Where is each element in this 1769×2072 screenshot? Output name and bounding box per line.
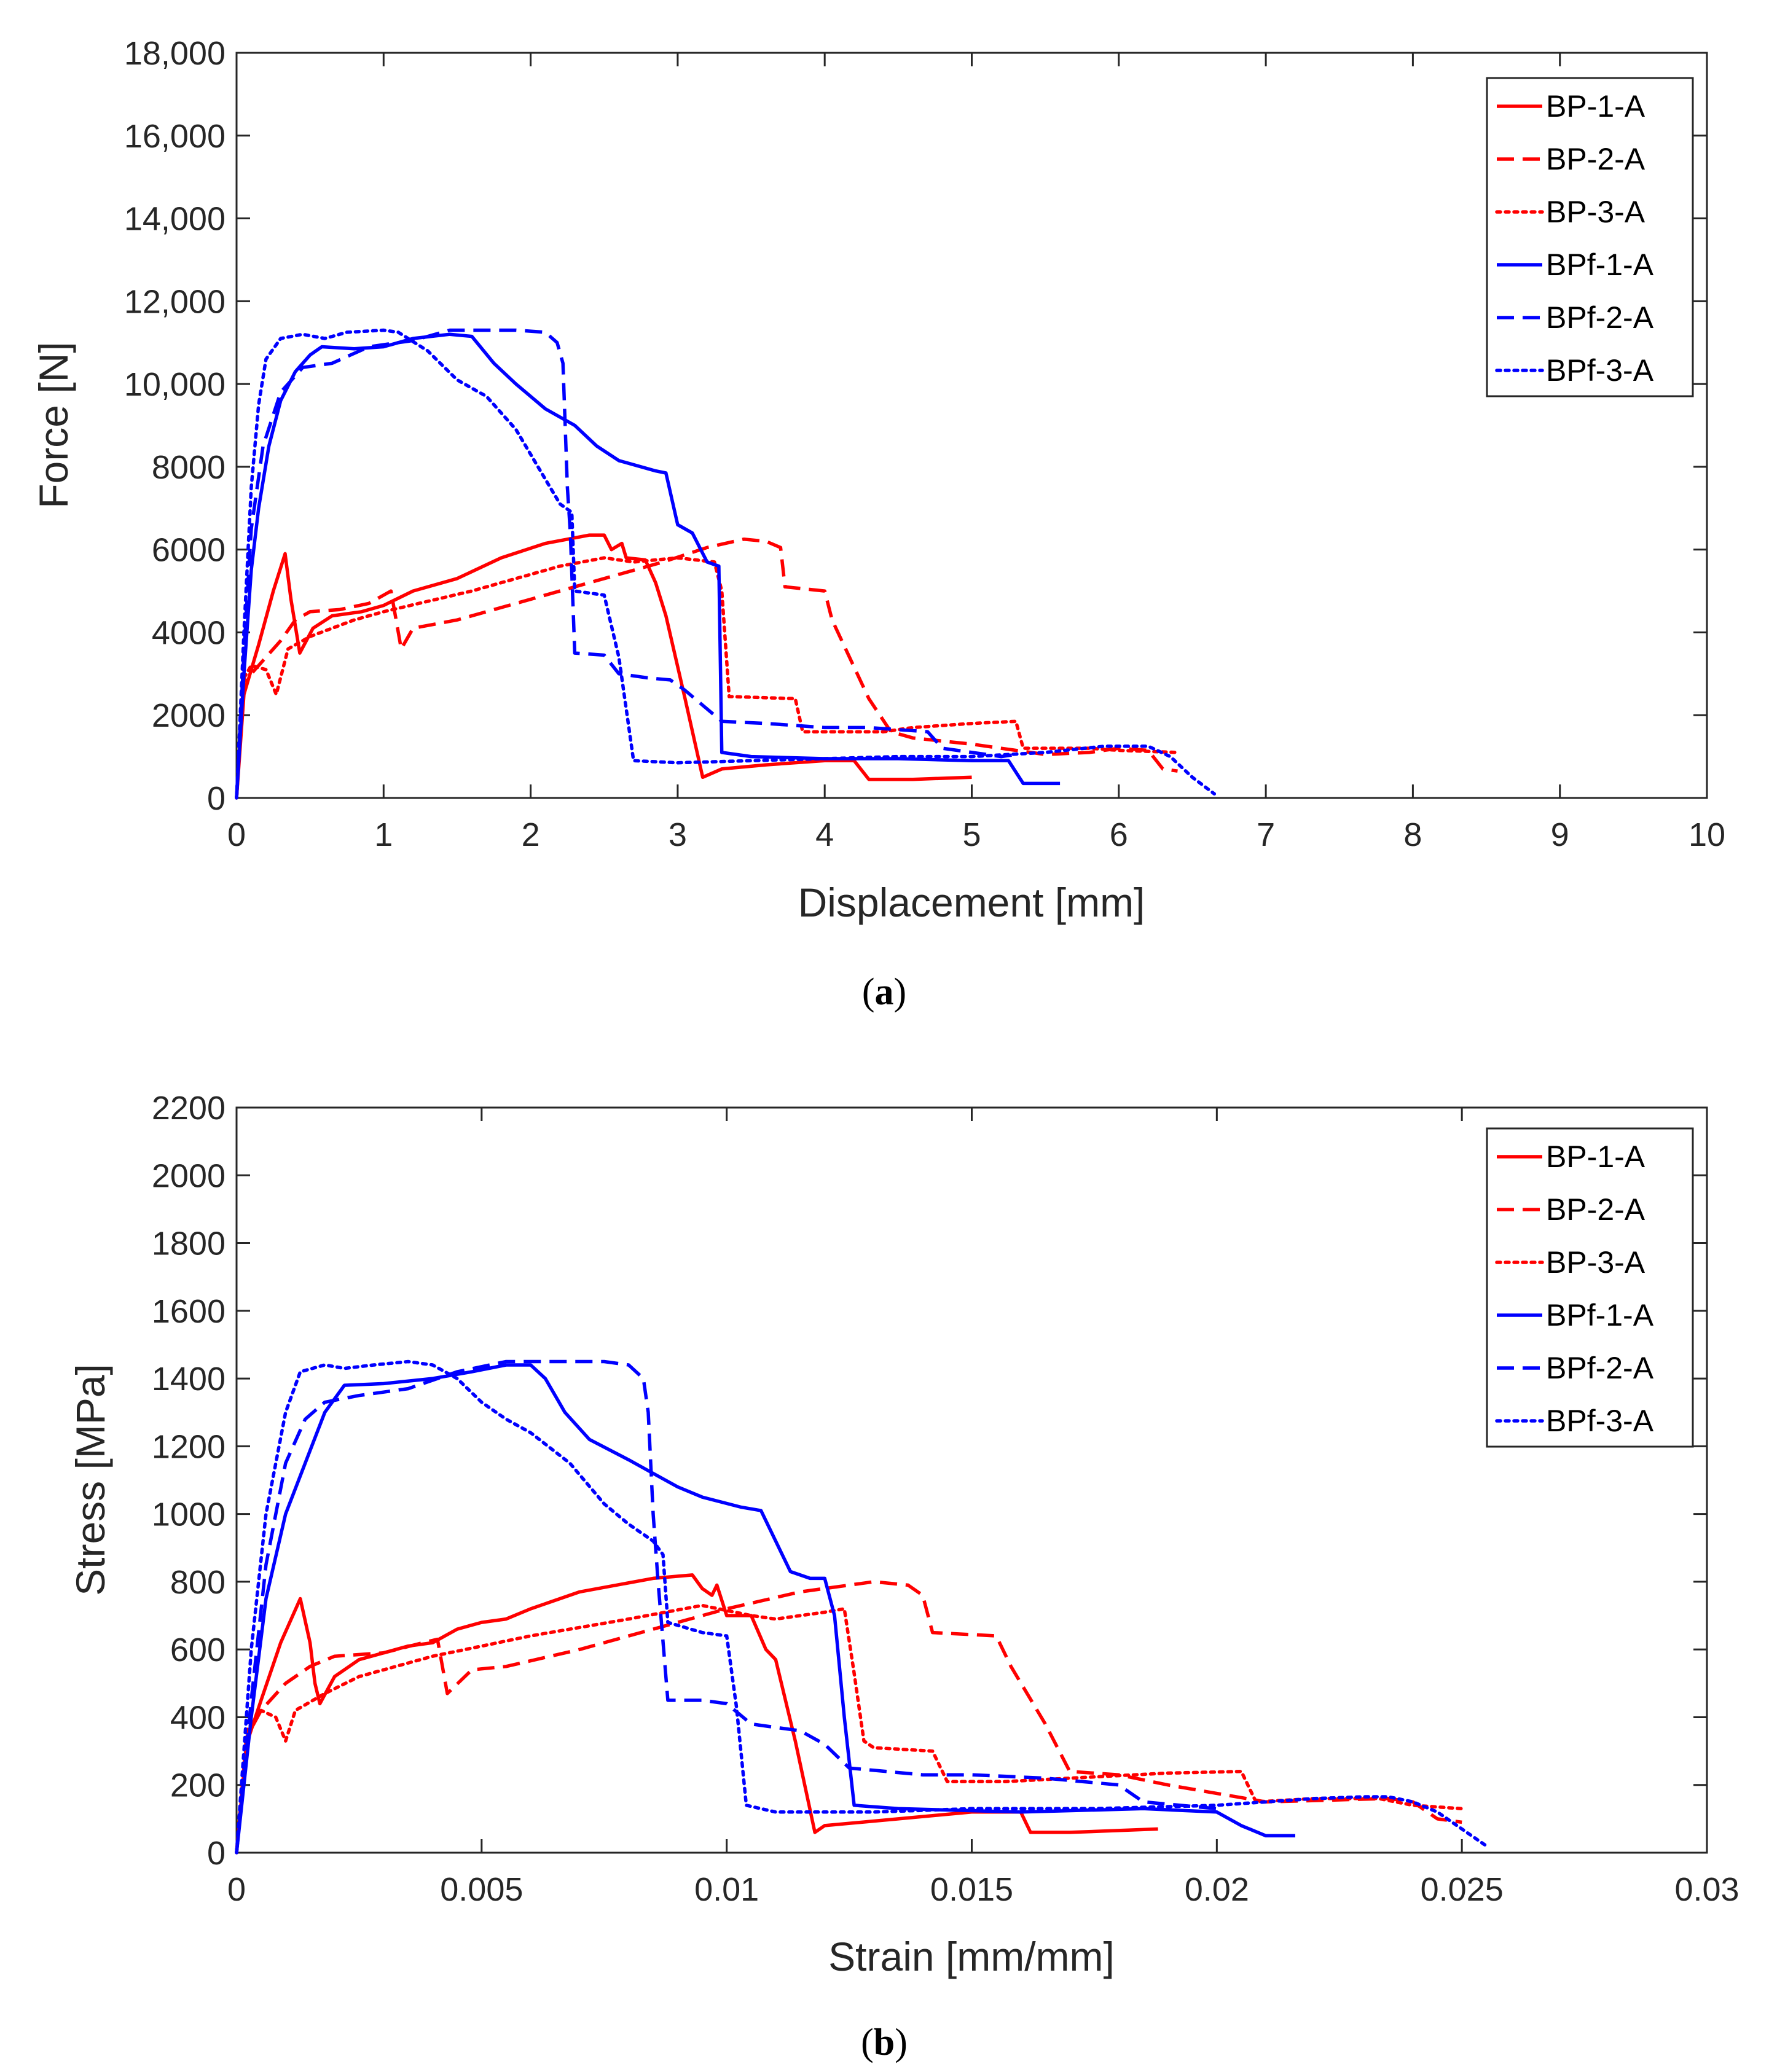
x-tick-label: 0.025	[1421, 1871, 1504, 1908]
series-line-bp-2-a	[235, 538, 1178, 799]
x-tick-label: 0.03	[1674, 1871, 1739, 1908]
series-line-bpf-3-a	[235, 1359, 1488, 1855]
x-tick-label: 2	[522, 816, 540, 853]
series-line-bpf-2-a	[235, 328, 1016, 799]
series-line-bp-1-a	[235, 1573, 1158, 1853]
x-tick-label: 0	[227, 816, 246, 853]
x-tick-label: 5	[962, 816, 981, 853]
panel-b-label: (b)	[861, 2022, 908, 2063]
panel-a-legend: BP-1-A BP-2-A BP-3-A BPf-1-A BPf-2-A BPf-3-A	[1486, 77, 1694, 397]
panel-b-x-axis-title: Strain [mm/mm]	[828, 1934, 1115, 1979]
panel-a-series	[235, 328, 1217, 800]
legend-label-bpf-2-a: BPf-2-A	[1546, 300, 1654, 335]
x-tick-label: 7	[1257, 816, 1275, 853]
x-tick-label: 8	[1403, 816, 1422, 853]
y-tick-label: 1000	[152, 1496, 226, 1533]
y-tick-label: 2000	[152, 1157, 226, 1194]
panel-b: 0 0.005 0.01 0.015 0.02 0.025 0.03 0 200 400 600 8…	[68, 1090, 1740, 2063]
y-tick-label: 800	[170, 1564, 226, 1601]
y-tick-label: 0	[207, 1835, 226, 1872]
y-tick-label: 1800	[152, 1226, 226, 1262]
series-line-bp-1-a	[235, 533, 972, 799]
legend-label-bpf-2-a: BPf-2-A	[1546, 1351, 1654, 1385]
series-line-bp-3-a	[235, 556, 1180, 800]
legend-label-bpf-3-a: BPf-3-A	[1546, 1404, 1654, 1438]
x-tick-label: 0.005	[440, 1871, 523, 1908]
panel-b-series	[235, 1359, 1488, 1855]
x-tick-label: 6	[1110, 816, 1128, 853]
legend-label-bp-2-a: BP-2-A	[1546, 142, 1645, 176]
y-tick-label: 2200	[152, 1090, 226, 1127]
legend-label-bpf-3-a: BPf-3-A	[1546, 353, 1654, 388]
y-tick-label: 1200	[152, 1428, 226, 1465]
panel-b-y-axis: 0 200 400 600 800 1000 1200 1400 1600 1800 2000 220…	[152, 1090, 1707, 1872]
panel-a-x-axis-title: Displacement [mm]	[798, 880, 1145, 925]
y-tick-label: 600	[170, 1632, 226, 1668]
y-tick-label: 6000	[152, 532, 226, 569]
panel-a-label-letter: a	[875, 971, 894, 1013]
y-tick-label: 200	[170, 1767, 226, 1804]
x-tick-label: 1	[374, 816, 393, 853]
panel-b-x-axis: 0 0.005 0.01 0.015 0.02 0.025 0.03	[227, 1108, 1740, 1908]
y-tick-label: 1400	[152, 1361, 226, 1398]
panel-b-legend-box	[1486, 1127, 1694, 1448]
panel-a-plot-area	[235, 52, 1708, 799]
x-tick-label: 9	[1551, 816, 1569, 853]
series-line-bp-2-a	[235, 1580, 1462, 1853]
y-tick-label: 0	[207, 780, 226, 817]
y-tick-label: 10,000	[124, 366, 226, 403]
x-tick-label: 10	[1689, 816, 1725, 853]
legend-label-bp-1-a: BP-1-A	[1546, 1140, 1645, 1174]
series-line-bpf-3-a	[235, 328, 1217, 800]
panel-b-y-axis-title: Stress [MPa]	[68, 1364, 113, 1596]
y-tick-label: 4000	[152, 614, 226, 651]
y-tick-label: 16,000	[124, 118, 226, 155]
panel-a: 0 1 2 3 4 5 6 7 8 9 10 0 2000 4000 6000 8000 10,000 12,0…	[31, 35, 1725, 1013]
x-tick-label: 0.015	[930, 1871, 1013, 1908]
panel-b-label-letter: b	[874, 2022, 895, 2063]
y-tick-label: 14,000	[124, 201, 226, 238]
legend-label-bp-3-a: BP-3-A	[1546, 195, 1645, 229]
panel-a-x-axis: 0 1 2 3 4 5 6 7 8 9 10	[227, 53, 1725, 853]
legend-label-bp-3-a: BP-3-A	[1546, 1245, 1645, 1280]
x-tick-label: 0.01	[694, 1871, 759, 1908]
x-tick-label: 0	[227, 1871, 246, 1908]
panel-a-legend-box	[1486, 77, 1694, 397]
y-tick-label: 2000	[152, 697, 226, 734]
series-line-bpf-2-a	[235, 1359, 1217, 1853]
panel-a-y-axis-title: Force [N]	[31, 342, 76, 508]
y-tick-label: 18,000	[124, 35, 226, 72]
legend-label-bp-2-a: BP-2-A	[1546, 1192, 1645, 1227]
y-tick-label: 400	[170, 1699, 226, 1736]
legend-label-bp-1-a: BP-1-A	[1546, 89, 1645, 123]
panel-a-label: (a)	[862, 971, 906, 1013]
y-tick-label: 8000	[152, 449, 226, 486]
x-tick-label: 4	[815, 816, 834, 853]
legend-label-bpf-1-a: BPf-1-A	[1546, 248, 1654, 282]
y-tick-label: 1600	[152, 1293, 226, 1330]
x-tick-label: 3	[669, 816, 687, 853]
panel-a-y-axis: 0 2000 4000 6000 8000 10,000 12,000 14,000 16,00…	[124, 35, 1707, 817]
panel-b-legend: BP-1-A BP-2-A BP-3-A BPf-1-A BPf-2-A BPf-3-A	[1486, 1127, 1694, 1448]
y-tick-label: 12,000	[124, 283, 226, 320]
x-tick-label: 0.02	[1185, 1871, 1249, 1908]
legend-label-bpf-1-a: BPf-1-A	[1546, 1298, 1654, 1332]
